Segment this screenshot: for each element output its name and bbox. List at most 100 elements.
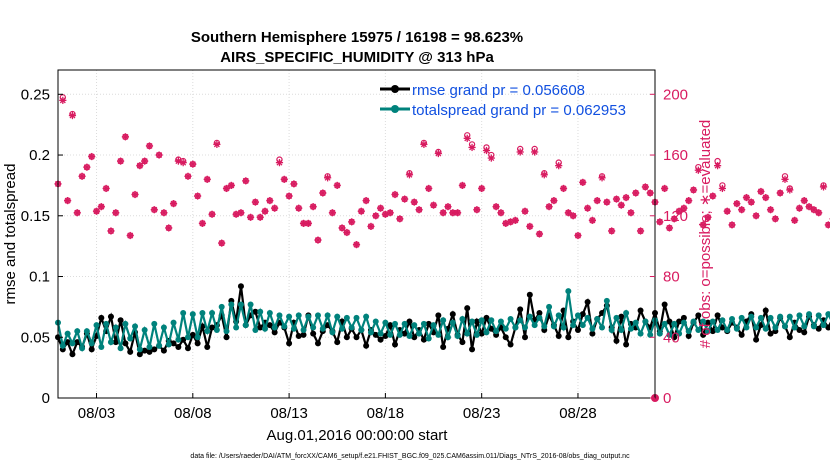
rmse-marker <box>565 334 572 341</box>
rmse-marker <box>160 347 167 354</box>
spread-marker <box>69 340 76 347</box>
obs-evaluated-marker <box>757 187 765 196</box>
spread-marker <box>358 326 365 333</box>
obs-evaluated-marker <box>781 175 789 183</box>
spread-marker <box>329 329 336 336</box>
obs-evaluated-marker <box>102 184 110 193</box>
obs-evaluated-marker <box>420 140 428 149</box>
obs-evaluated-marker <box>319 189 327 197</box>
spread-marker <box>435 331 442 338</box>
y2-tick-label: 160 <box>663 147 688 164</box>
spread-marker <box>199 309 206 316</box>
obs-evaluated-marker <box>742 193 751 202</box>
spread-marker <box>536 314 543 321</box>
spread-marker <box>372 318 379 325</box>
obs-evaluated-marker <box>169 200 178 208</box>
rmse-marker <box>74 339 81 346</box>
spread-marker <box>791 324 798 331</box>
y2-tick-label: 0 <box>663 390 671 407</box>
spread-marker <box>324 312 331 319</box>
spread-marker <box>603 297 610 304</box>
spread-marker <box>310 324 317 331</box>
obs-evaluated-marker <box>478 184 486 193</box>
obs-evaluated-marker <box>617 201 625 209</box>
spread-marker <box>690 318 697 325</box>
rmse-marker <box>719 324 726 331</box>
obs-evaluated-marker <box>632 189 640 197</box>
spread-marker <box>613 314 620 321</box>
rmse-marker <box>738 331 745 338</box>
obs-evaluated-marker <box>439 209 447 217</box>
obs-evaluated-marker <box>752 212 760 220</box>
spread-marker <box>579 322 586 329</box>
obs-evaluated-marker <box>410 198 418 206</box>
obs-evaluated-marker <box>670 215 678 223</box>
obs-evaluated-marker <box>680 204 688 212</box>
rmse-marker <box>700 331 707 338</box>
spread-marker <box>565 288 572 295</box>
spread-marker <box>767 314 774 321</box>
rmse-marker <box>286 340 293 347</box>
rmse-marker <box>786 334 793 341</box>
spread-marker <box>252 326 259 333</box>
obs-evaluated-marker <box>646 189 654 197</box>
rmse-marker <box>579 311 586 318</box>
rmse-marker <box>502 334 509 341</box>
rmse-marker <box>136 351 143 358</box>
rmse-marker <box>676 318 683 325</box>
obs-evaluated-marker <box>367 222 375 231</box>
obs-evaluated-marker <box>636 227 645 235</box>
y2-tick-label: 200 <box>663 86 688 103</box>
spread-marker <box>676 330 683 337</box>
obs-evaluated-marker <box>526 222 534 231</box>
rmse-marker <box>107 313 114 320</box>
spread-marker <box>334 313 341 320</box>
obs-evaluated-marker <box>280 175 288 183</box>
spread-marker <box>825 311 830 318</box>
obs-evaluated-marker <box>68 111 77 120</box>
obs-evaluated-marker <box>766 206 775 214</box>
obs-evaluated-marker <box>564 209 572 217</box>
obs-evaluated-marker <box>348 218 356 226</box>
obs-evaluated-marker <box>141 157 149 165</box>
obs-evaluated-marker <box>179 159 187 167</box>
obs-evaluated-marker <box>482 146 491 155</box>
spread-marker <box>281 323 288 330</box>
spread-marker <box>724 326 731 333</box>
rmse-marker <box>666 318 673 325</box>
y2-axis-label: # of obs: o=possible; ∗=evaluated <box>697 120 714 349</box>
rmse-marker <box>151 346 158 353</box>
spread-marker <box>146 343 153 350</box>
y2-tick-label: 80 <box>663 269 680 286</box>
spread-marker <box>401 320 408 327</box>
spread-marker <box>377 330 384 337</box>
obs-evaluated-marker <box>588 216 597 224</box>
spread-marker <box>589 325 596 332</box>
spread-marker <box>618 326 625 333</box>
spread-marker <box>449 319 456 326</box>
y-tick-label: 0.15 <box>21 208 50 225</box>
legend-rmse-label: rmse grand pr = 0.056608 <box>412 82 585 99</box>
obs-evaluated-marker <box>372 212 380 220</box>
spread-marker <box>122 320 129 327</box>
rmse-marker <box>406 318 413 325</box>
spread-marker <box>801 323 808 330</box>
obs-evaluated-marker <box>521 207 529 215</box>
spread-marker <box>781 323 788 330</box>
spread-marker <box>671 320 678 327</box>
y-tick-label: 0 <box>42 390 50 407</box>
spread-marker <box>420 320 427 327</box>
spread-marker <box>608 326 615 333</box>
spread-marker <box>757 314 764 321</box>
obs-evaluated-marker <box>425 184 433 193</box>
spread-marker <box>353 314 360 321</box>
obs-evaluated-marker <box>333 181 341 190</box>
x-tick-label: 08/23 <box>463 405 501 422</box>
rmse-marker <box>801 329 808 336</box>
rmse-marker <box>98 314 105 321</box>
obs-evaluated-marker <box>444 203 452 211</box>
rmse-marker <box>449 311 456 318</box>
spread-marker <box>343 314 350 321</box>
spread-marker <box>93 322 100 329</box>
spread-marker <box>132 323 139 330</box>
